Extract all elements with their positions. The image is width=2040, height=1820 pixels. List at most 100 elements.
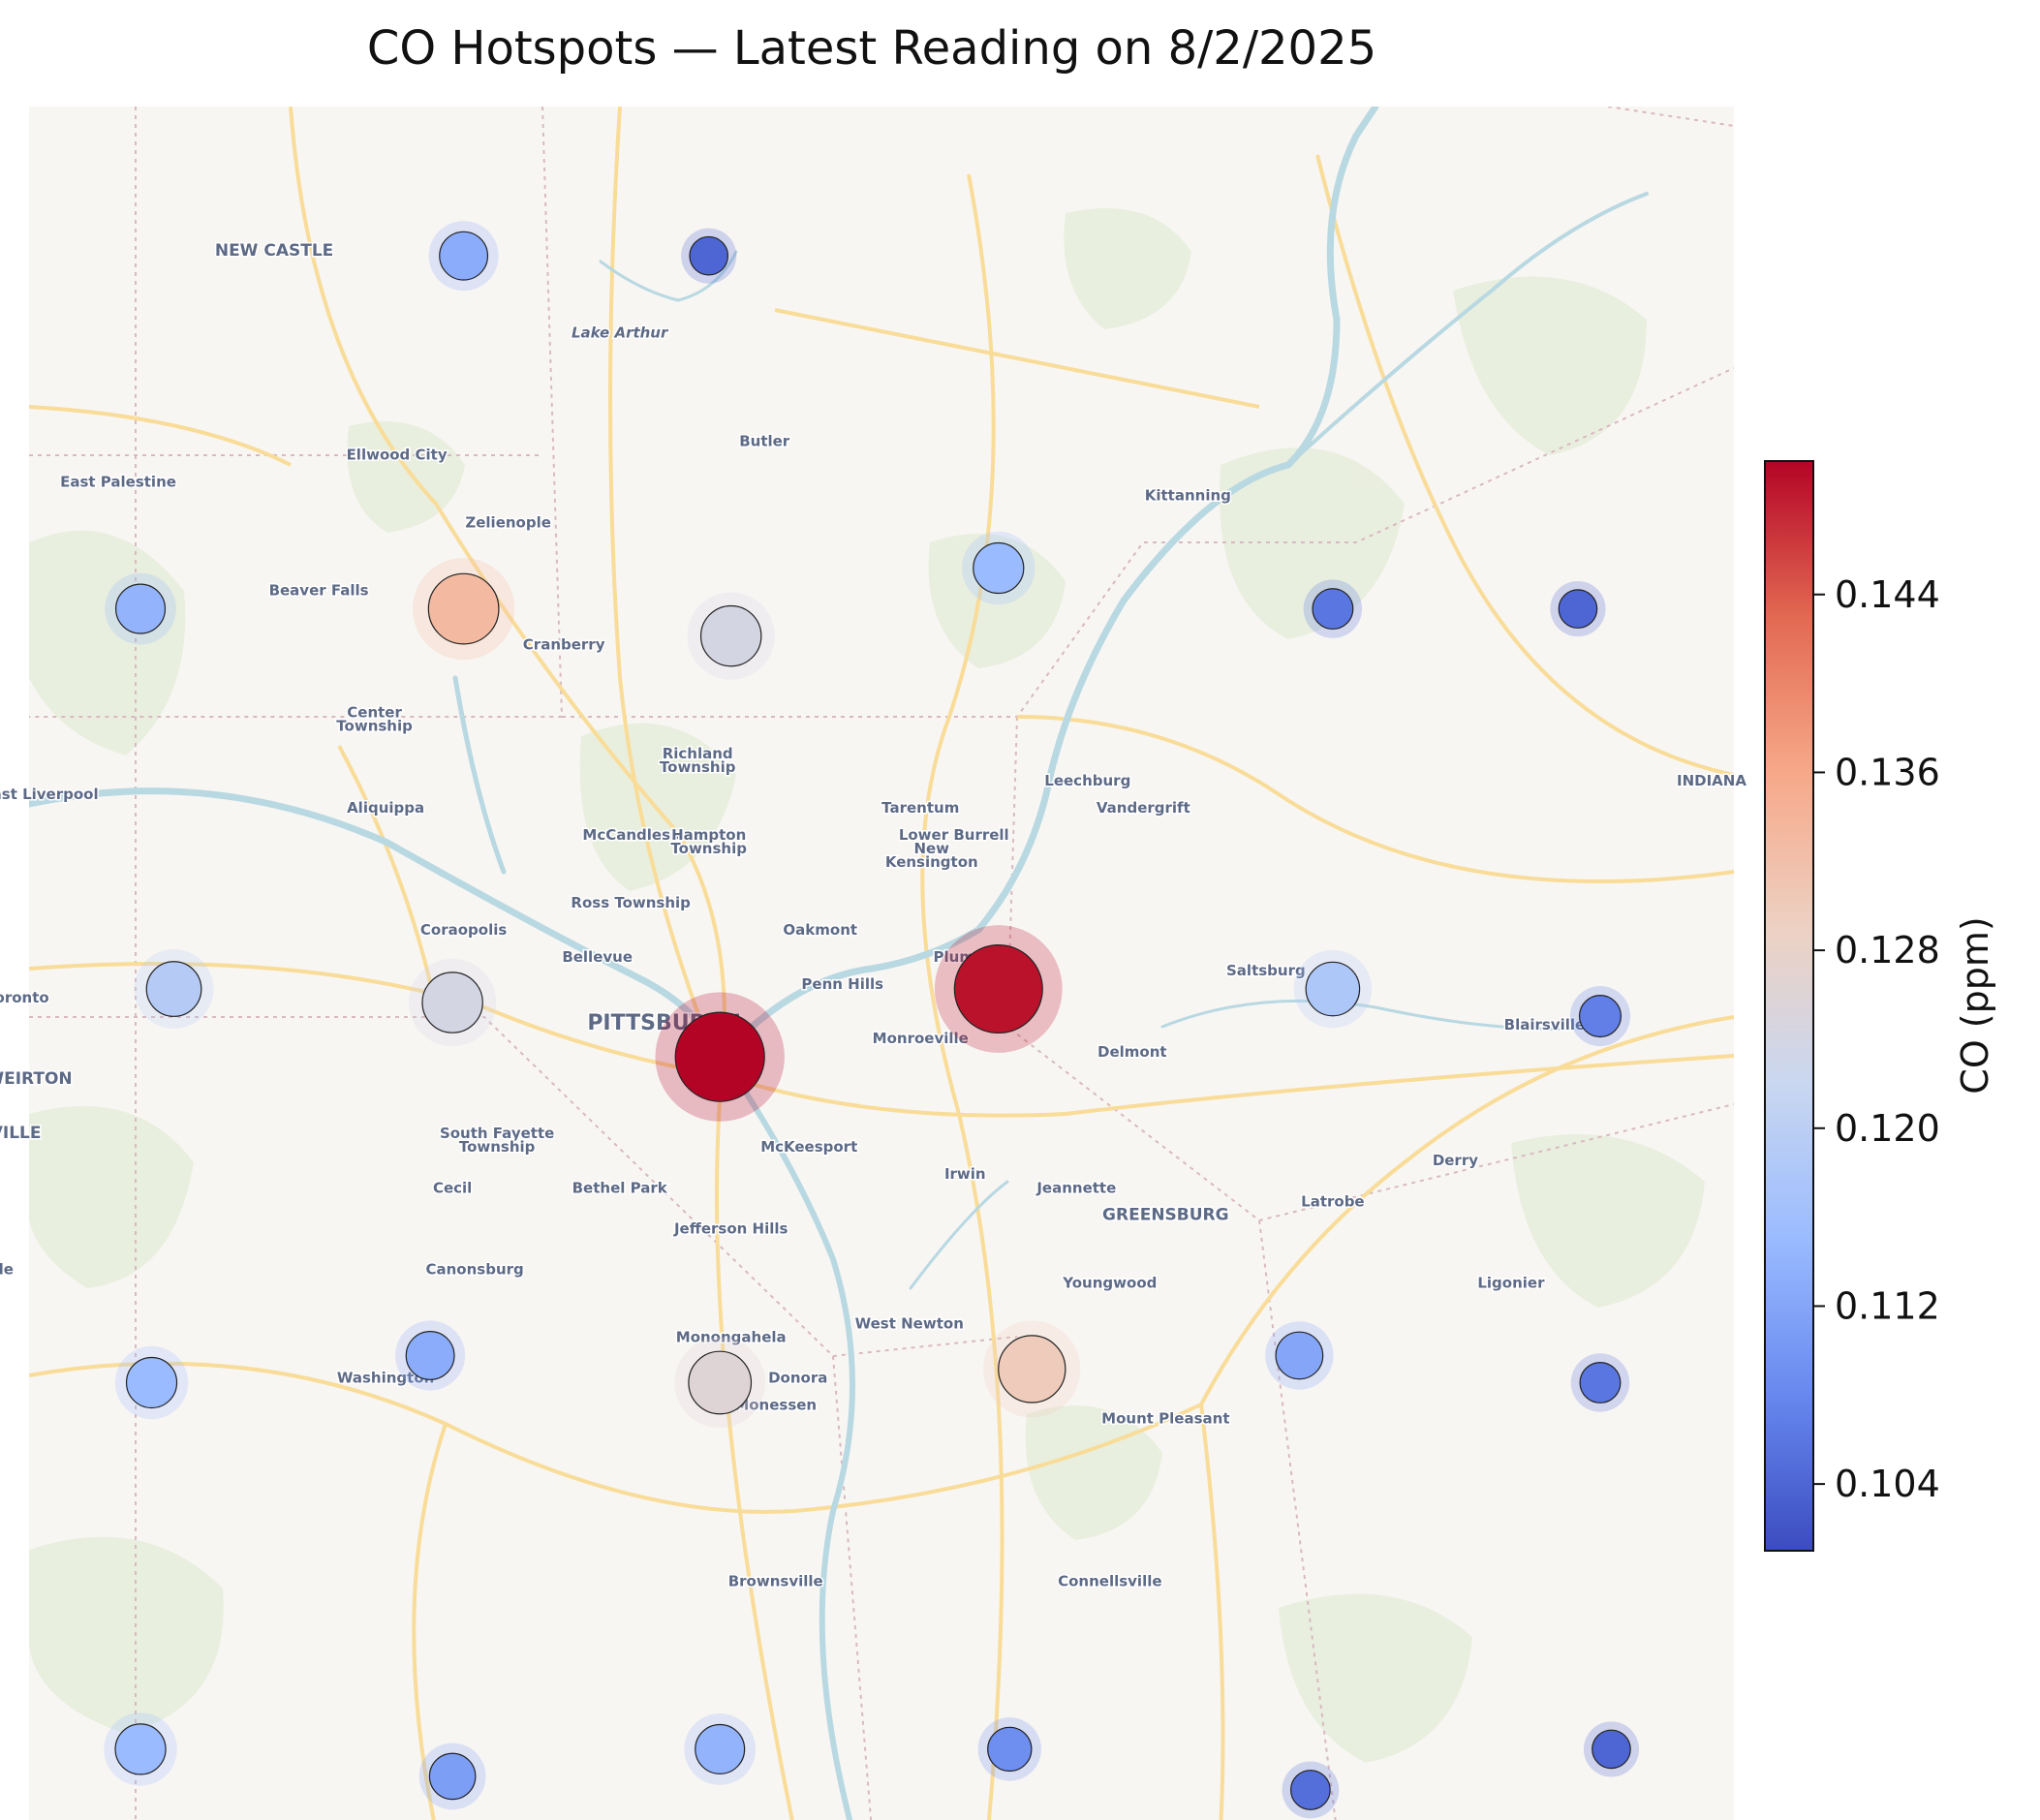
- place-label-steubenville: Steubenville: [0, 1260, 14, 1278]
- place-labels: NEW CASTLE Lake Arthur Ellwood City Butler E…: [0, 240, 1748, 1592]
- co-point-6[interactable]: [962, 531, 1035, 605]
- place-label-mccandless: McCandless: [582, 826, 679, 844]
- co-point-3[interactable]: [105, 572, 176, 645]
- place-label-washington: Washington: [337, 1369, 434, 1386]
- co-point-7[interactable]: [1303, 579, 1363, 638]
- place-label-butler: Butler: [739, 432, 790, 449]
- place-label-toronto: Toronto: [0, 989, 49, 1006]
- place-label-coraopolis: Coraopolis: [420, 921, 507, 939]
- co-point-26[interactable]: [1583, 1721, 1640, 1777]
- place-label-connellsville: Connellsville: [1058, 1573, 1161, 1590]
- co-point-17[interactable]: [674, 1337, 766, 1429]
- co-point-24[interactable]: [977, 1717, 1042, 1781]
- place-label-leechburg: Leechburg: [1044, 772, 1130, 789]
- place-label-kensington: Kensington: [885, 853, 978, 871]
- co-point-marker[interactable]: [1592, 1729, 1631, 1770]
- place-label-oakmont: Oakmont: [783, 921, 857, 939]
- colorbar-ticks: 0.104 0.112 0.120 0.128 0.136 0.144: [1813, 573, 1940, 1505]
- place-label-vandergrift: Vandergrift: [1097, 799, 1190, 817]
- co-point-13[interactable]: [1293, 949, 1373, 1029]
- co-point-10[interactable]: [408, 958, 497, 1047]
- colorbar-tick-label: 0.128: [1835, 929, 1940, 972]
- co-point-1[interactable]: [428, 221, 499, 292]
- co-point-marker[interactable]: [1578, 995, 1622, 1038]
- co-point-marker[interactable]: [1558, 589, 1598, 629]
- co-point-marker[interactable]: [1312, 588, 1354, 631]
- co-point-marker[interactable]: [421, 972, 483, 1033]
- place-label-jefferson-hills: Jefferson Hills: [673, 1219, 788, 1237]
- co-point-marker[interactable]: [145, 961, 202, 1017]
- county-borders: [29, 107, 1734, 1820]
- co-point-marker[interactable]: [427, 572, 500, 645]
- co-point-marker[interactable]: [998, 1335, 1066, 1404]
- place-label-indiana: INDIANA: [1677, 772, 1746, 789]
- co-point-2[interactable]: [681, 228, 737, 284]
- co-point-marker[interactable]: [1305, 961, 1361, 1017]
- place-label-brownsville: Brownsville: [728, 1573, 823, 1590]
- co-point-15[interactable]: [114, 1345, 189, 1420]
- place-label-wellsville: WELLSVILLE: [0, 1124, 42, 1143]
- place-label-ross-township: Ross Township: [571, 894, 691, 911]
- co-point-marker[interactable]: [114, 1723, 167, 1775]
- place-label-mount-pleasant: Mount Pleasant: [1101, 1410, 1229, 1428]
- co-point-marker[interactable]: [689, 235, 729, 276]
- co-point-marker[interactable]: [688, 1350, 753, 1415]
- co-point-19[interactable]: [1265, 1321, 1334, 1390]
- co-point-8[interactable]: [1550, 580, 1606, 637]
- place-label-monongahela: Monongahela: [676, 1328, 787, 1345]
- place-label-ellwood-city: Ellwood City: [347, 446, 448, 463]
- place-label-lake-arthur: Lake Arthur: [572, 324, 669, 341]
- place-label-donora: Donora: [768, 1369, 827, 1386]
- co-point-marker[interactable]: [115, 583, 167, 634]
- co-point-marker[interactable]: [695, 1723, 746, 1774]
- co-point-marker[interactable]: [699, 604, 762, 667]
- colorbar-label: CO (ppm): [1954, 916, 1996, 1094]
- co-point-marker[interactable]: [405, 1330, 455, 1380]
- place-label-monroeville: Monroeville: [873, 1030, 969, 1047]
- colorbar: 0.104 0.112 0.120 0.128 0.136 0.144 CO (ppm): [1764, 460, 1996, 1552]
- colorbar-gradient: [1764, 460, 1814, 1552]
- colorbar-tick-label: 0.112: [1835, 1284, 1940, 1327]
- place-label-bethel-park: Bethel Park: [572, 1179, 668, 1196]
- co-point-20[interactable]: [1570, 1353, 1630, 1412]
- co-point-marker[interactable]: [973, 541, 1025, 595]
- co-point-marker[interactable]: [987, 1726, 1033, 1773]
- place-label-monessen: Monessen: [734, 1397, 817, 1414]
- co-point-marker[interactable]: [439, 231, 489, 281]
- co-point-5[interactable]: [687, 592, 775, 680]
- co-point-12[interactable]: [934, 925, 1063, 1053]
- place-label-new-castle: NEW CASTLE: [215, 241, 333, 261]
- rivers: [29, 107, 1649, 1820]
- co-point-11[interactable]: [655, 992, 785, 1122]
- place-label-penn-hills: Penn Hills: [801, 975, 883, 993]
- co-points: [104, 221, 1640, 1819]
- place-label-cranberry: Cranberry: [523, 636, 605, 654]
- co-point-marker[interactable]: [1289, 1770, 1331, 1810]
- co-point-marker[interactable]: [1579, 1362, 1622, 1404]
- place-label-zelienople: Zelienople: [465, 513, 551, 531]
- co-point-14[interactable]: [1569, 985, 1631, 1047]
- place-label-ligonier: Ligonier: [1477, 1274, 1545, 1291]
- co-point-marker[interactable]: [125, 1356, 178, 1409]
- place-label-mckeesport: McKeesport: [760, 1138, 857, 1156]
- co-point-marker[interactable]: [1275, 1331, 1324, 1380]
- co-point-18[interactable]: [983, 1320, 1081, 1418]
- co-point-4[interactable]: [413, 557, 515, 661]
- co-point-25[interactable]: [1282, 1761, 1340, 1819]
- co-point-marker[interactable]: [428, 1752, 477, 1801]
- colorbar-tick-label: 0.120: [1835, 1107, 1940, 1150]
- co-point-23[interactable]: [684, 1713, 757, 1785]
- colorbar-tick-label: 0.144: [1835, 573, 1940, 616]
- place-label-west-newton: West Newton: [855, 1314, 964, 1332]
- co-point-marker[interactable]: [953, 943, 1043, 1034]
- co-point-16[interactable]: [395, 1320, 466, 1391]
- place-label-east-palestine: East Palestine: [60, 473, 176, 490]
- co-point-9[interactable]: [134, 949, 214, 1030]
- place-label-township: Township: [660, 758, 736, 776]
- co-point-22[interactable]: [418, 1743, 486, 1810]
- co-point-marker[interactable]: [674, 1011, 765, 1102]
- place-label-delmont: Delmont: [1097, 1043, 1167, 1061]
- place-label-new: New: [913, 840, 949, 857]
- co-point-21[interactable]: [104, 1712, 177, 1786]
